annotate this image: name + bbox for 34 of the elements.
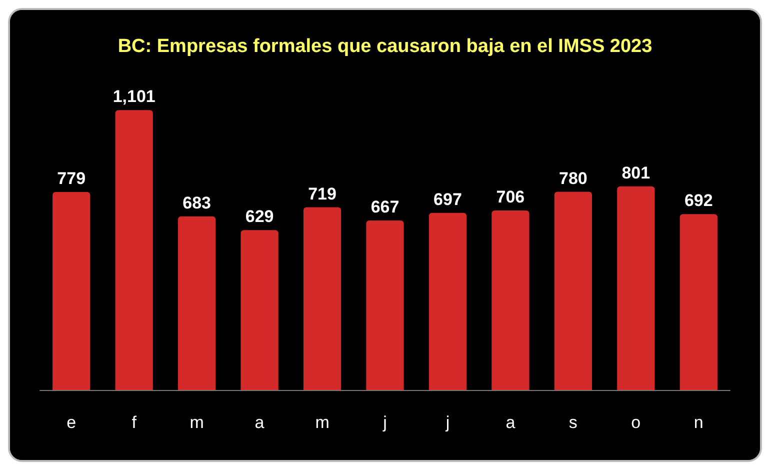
x-tick-label: n: [694, 413, 704, 432]
bar: [366, 220, 404, 390]
bar: [178, 216, 216, 390]
bar: [617, 186, 655, 390]
bar: [52, 192, 90, 390]
bar: [680, 214, 718, 390]
x-tick-label: e: [66, 413, 76, 432]
x-tick-label: a: [506, 413, 516, 432]
bar: [428, 212, 467, 390]
x-tick-label: j: [444, 413, 450, 432]
data-label: 779: [57, 169, 86, 188]
x-tick-label: j: [382, 413, 387, 432]
bar: [554, 192, 592, 390]
x-tick-label: a: [254, 413, 265, 432]
bar: [115, 110, 153, 390]
bar: [303, 207, 342, 390]
x-tick-label: m: [190, 413, 204, 432]
data-label: 683: [182, 193, 212, 212]
data-label: 780: [558, 168, 588, 188]
bar: [492, 210, 530, 390]
data-label: 697: [434, 190, 462, 209]
data-label: 692: [684, 191, 713, 210]
x-tick-label: f: [132, 413, 137, 432]
data-label: 667: [370, 197, 400, 216]
x-tick-label: o: [631, 413, 641, 432]
x-tick-label: s: [568, 413, 578, 432]
bar: [240, 230, 278, 390]
data-label: 801: [622, 163, 650, 182]
chart-title: BC: Empresas formales que causaron baja en el IMSS 2023: [118, 36, 652, 57]
data-label: 719: [308, 184, 336, 204]
data-label: 629: [245, 207, 274, 226]
x-tick-label: m: [315, 413, 330, 432]
data-label: 706: [496, 188, 525, 207]
data-label: 1,101: [112, 87, 156, 106]
